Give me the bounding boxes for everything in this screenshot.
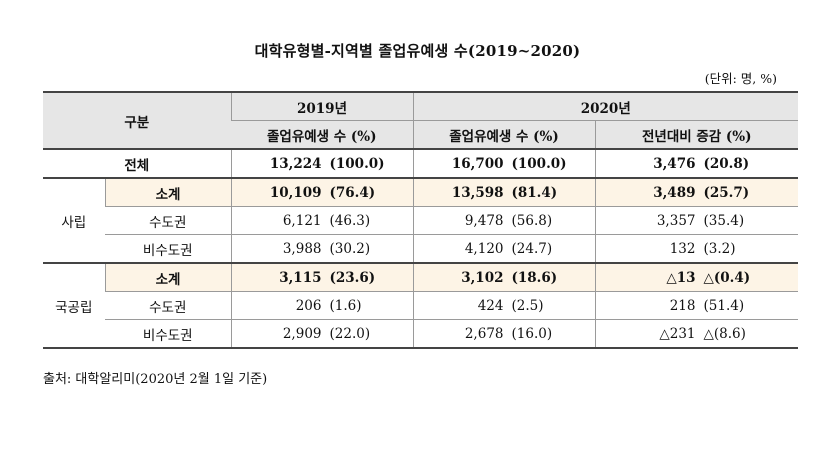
pct-2020: (100.0) xyxy=(511,155,567,172)
value-2020: 4,120 xyxy=(464,240,504,257)
pct-2020: (2.5) xyxy=(511,297,544,314)
pct-2020: (56.8) xyxy=(511,212,553,229)
group-label-private: 사립 xyxy=(43,177,105,264)
pct-2019: (22.0) xyxy=(329,325,371,342)
data-table: 구분 2019년 2020년 졸업유예생 수 (%) 졸업유예생 수 (%) 전… xyxy=(43,91,798,349)
pct-2019: (23.6) xyxy=(329,269,376,286)
group-label-public: 국공립 xyxy=(43,262,105,349)
pct-change: (35.4) xyxy=(703,212,745,229)
pct-2019: (30.2) xyxy=(329,240,371,257)
page-title: 대학유형별-지역별 졸업유예생 수(2019~2020) xyxy=(254,42,581,60)
pct-change: (3.2) xyxy=(703,240,736,257)
row-label: 수도권 xyxy=(105,291,231,320)
pct-2019: (1.6) xyxy=(329,297,362,314)
table-row: 수도권 6,121 (46.3) 9,478 (56.8) 3,357 (35.4) xyxy=(43,206,798,235)
value-2019: 206 xyxy=(295,297,322,314)
pct-change: (25.7) xyxy=(703,184,750,201)
header-col-2019: 졸업유예생 수 (%) xyxy=(231,120,413,150)
value-2020: 3,102 xyxy=(461,269,504,286)
row-label: 소계 xyxy=(104,177,231,207)
value-change: 3,357 xyxy=(656,212,696,229)
table-row: 국공립 소계 3,115 (23.6) 3,102 (18.6) △13 △(0.4) xyxy=(43,262,798,349)
table-row: 비수도권 2,909 (22.0) 2,678 (16.0) △231 △(8.6) xyxy=(43,319,798,349)
table-row-total: 전체 13,224 (100.0) 16,700 (100.0) 3,476 (20.… xyxy=(43,148,798,179)
row-label: 비수도권 xyxy=(105,319,231,349)
value-2019: 13,224 xyxy=(269,155,322,172)
value-2019: 2,909 xyxy=(282,325,322,342)
unit-note: (단위: 명, %) xyxy=(704,71,777,86)
pct-2019: (46.3) xyxy=(329,212,371,229)
value-change: 3,476 xyxy=(653,155,696,172)
pct-change: △(8.6) xyxy=(703,325,746,342)
row-label: 전체 xyxy=(43,148,231,179)
pct-2020: (81.4) xyxy=(511,184,558,201)
header-row-years: 구분 2019년 2020년 xyxy=(43,91,798,150)
pct-change: △(0.4) xyxy=(703,269,751,286)
header-category: 구분 xyxy=(43,91,231,150)
header-col-2020: 졸업유예생 수 (%) xyxy=(412,120,595,150)
pct-change: (20.8) xyxy=(703,155,750,172)
value-change: 3,489 xyxy=(653,184,696,201)
pct-change: (51.4) xyxy=(703,297,745,314)
value-change: 132 xyxy=(669,240,696,257)
value-change: △231 xyxy=(659,325,696,342)
row-label: 비수도권 xyxy=(105,234,231,264)
row-label: 수도권 xyxy=(105,206,231,235)
pct-2019: (100.0) xyxy=(329,155,385,172)
value-2020: 16,700 xyxy=(451,155,504,172)
pct-2020: (16.0) xyxy=(511,325,553,342)
header-2020: 2020년 xyxy=(412,91,798,121)
source-note: 출처: 대학알리미(2020년 2월 1일 기준) xyxy=(43,372,268,387)
pct-2020: (18.6) xyxy=(511,269,558,286)
header-row-columns: 졸업유예생 수 (%) 졸업유예생 수 (%) 전년대비 증감 (%) xyxy=(43,120,798,150)
pct-2020: (24.7) xyxy=(511,240,553,257)
value-change: △13 xyxy=(666,269,696,286)
header-col-change: 전년대비 증감 (%) xyxy=(594,120,798,150)
value-2020: 9,478 xyxy=(464,212,504,229)
header-2019: 2019년 xyxy=(230,91,413,121)
value-2019: 10,109 xyxy=(269,184,322,201)
value-change: 218 xyxy=(669,297,696,314)
value-2019: 3,115 xyxy=(279,269,322,286)
pct-2019: (76.4) xyxy=(329,184,376,201)
value-2019: 6,121 xyxy=(282,212,322,229)
value-2019: 3,988 xyxy=(282,240,322,257)
table-row: 비수도권 3,988 (30.2) 4,120 (24.7) 132 (3.2) xyxy=(43,234,798,264)
table-row: 사립 소계 10,109 (76.4) 13,598 (81.4) 3,489 (25… xyxy=(43,177,798,264)
table-row: 수도권 206 (1.6) 424 (2.5) 218 (51.4) xyxy=(43,291,798,320)
value-2020: 13,598 xyxy=(451,184,504,201)
value-2020: 2,678 xyxy=(464,325,504,342)
value-2020: 424 xyxy=(477,297,504,314)
row-label: 소계 xyxy=(104,262,231,292)
